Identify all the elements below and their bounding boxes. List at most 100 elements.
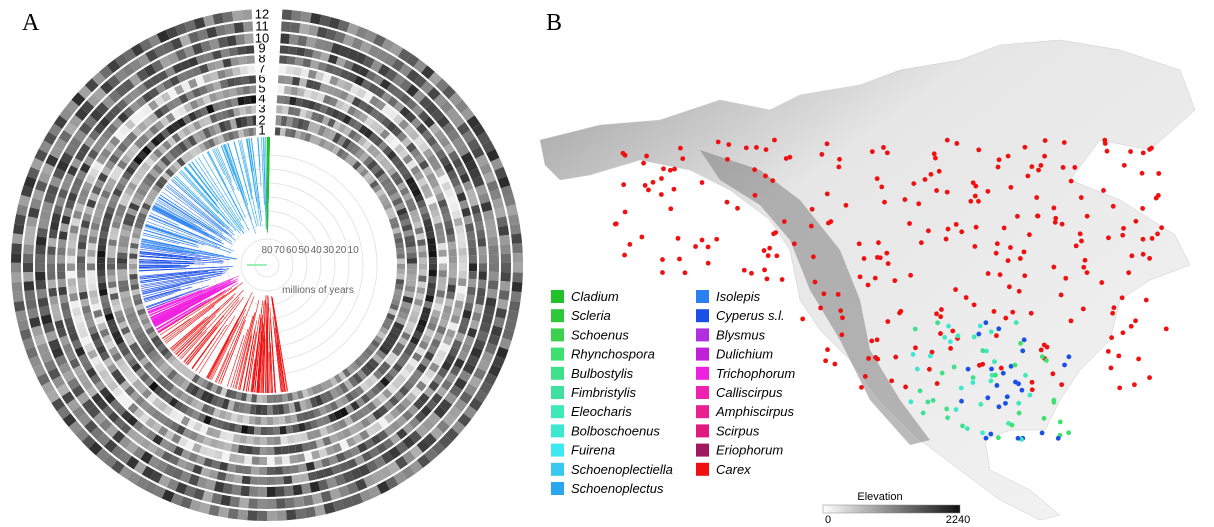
legend-swatch <box>696 405 709 419</box>
ring-cell <box>168 397 179 408</box>
ring-cell <box>360 405 371 416</box>
ring-cell <box>372 409 383 420</box>
ring-cell <box>376 480 390 495</box>
ring-cell <box>154 446 166 458</box>
ring-cell <box>107 269 116 276</box>
ring-cell <box>510 291 522 303</box>
time-tick: 70 <box>274 245 286 256</box>
branch <box>139 266 186 269</box>
ring-cell <box>391 58 405 72</box>
ring-cell <box>318 405 328 416</box>
ring-cell <box>416 363 427 374</box>
occurrence <box>958 385 964 391</box>
time-tick: 60 <box>286 245 298 256</box>
ring-cell <box>83 312 94 322</box>
ring-cell <box>84 205 94 215</box>
branch <box>157 289 226 332</box>
ring-cell <box>401 331 411 341</box>
ring-cell <box>291 10 302 22</box>
ring-cell <box>294 130 302 140</box>
ring-cell <box>355 397 366 408</box>
occurrence <box>980 430 985 436</box>
occurrence <box>954 141 960 146</box>
ring-cell <box>415 292 425 301</box>
ring-cell <box>436 325 447 335</box>
ring-cell <box>157 144 168 155</box>
ring-cell <box>131 288 141 296</box>
ring-cell <box>431 392 443 405</box>
ring-cell <box>373 335 384 344</box>
ring-cell <box>51 397 66 412</box>
occurrence <box>885 319 891 324</box>
occurrence <box>1078 195 1084 200</box>
ring-cell <box>195 455 206 466</box>
ring-cell <box>370 434 382 446</box>
ring-cell <box>86 386 98 398</box>
ring-cell <box>159 55 172 69</box>
occurrence <box>1077 231 1083 237</box>
ring-cell <box>294 496 305 508</box>
ring-cell <box>466 137 480 151</box>
ring-cell <box>415 324 426 334</box>
branch <box>170 324 199 350</box>
ring-cell <box>182 138 193 150</box>
ring-cell <box>36 342 50 355</box>
branch <box>254 353 259 393</box>
ring-cell <box>235 34 246 46</box>
occurrence <box>985 271 991 276</box>
ring-cell <box>242 415 250 424</box>
occurrence <box>800 316 806 322</box>
occurrence <box>1068 318 1074 324</box>
ring-cell <box>107 251 116 258</box>
branch <box>152 308 180 323</box>
ring-cell <box>141 388 153 399</box>
occurrence <box>1016 410 1022 416</box>
ring-cell <box>168 454 180 466</box>
ring-cell <box>24 225 37 236</box>
ring-cell <box>405 111 417 124</box>
ring-cell <box>123 352 134 363</box>
branch <box>234 314 255 389</box>
occurrence <box>920 410 926 416</box>
ring-cell <box>394 283 404 291</box>
ring-cell <box>220 48 230 58</box>
ring-cell <box>488 263 500 272</box>
ring-cell <box>327 129 337 142</box>
ring-cell <box>408 430 422 444</box>
ring-cell <box>184 461 195 472</box>
ring-cell <box>356 87 367 99</box>
ring-cell <box>409 445 423 459</box>
ring-cell <box>132 326 144 336</box>
ring-cell <box>289 454 298 464</box>
ring-cell <box>328 17 341 30</box>
ring-cell <box>227 508 239 520</box>
ring-cell <box>151 369 162 380</box>
ring-cell <box>242 128 250 137</box>
ring-cell <box>499 234 511 245</box>
ring-cell <box>304 506 316 518</box>
ring-cell <box>221 110 229 120</box>
colorbar-min: 0 <box>825 514 831 526</box>
ring-cell <box>512 243 523 254</box>
ring-cell <box>72 210 83 220</box>
ring-cell <box>189 499 202 512</box>
occurrence <box>743 145 749 151</box>
branch <box>139 265 190 267</box>
ring-cell <box>406 69 420 83</box>
ring-cell <box>98 368 110 380</box>
ring-cell <box>331 464 342 475</box>
ring-cell <box>293 401 302 413</box>
ring-cell <box>174 22 188 36</box>
ring-cell <box>205 479 217 491</box>
branch <box>154 307 190 327</box>
ring-cell <box>76 195 87 206</box>
branch <box>139 271 200 278</box>
ring-cell <box>281 9 293 21</box>
ring-cell <box>316 113 325 124</box>
branch <box>267 137 270 206</box>
occurrence <box>1039 354 1045 360</box>
ring-cell <box>359 40 373 54</box>
occurrence <box>763 173 768 179</box>
ring-cell <box>437 367 449 379</box>
ring-cell <box>286 435 295 444</box>
